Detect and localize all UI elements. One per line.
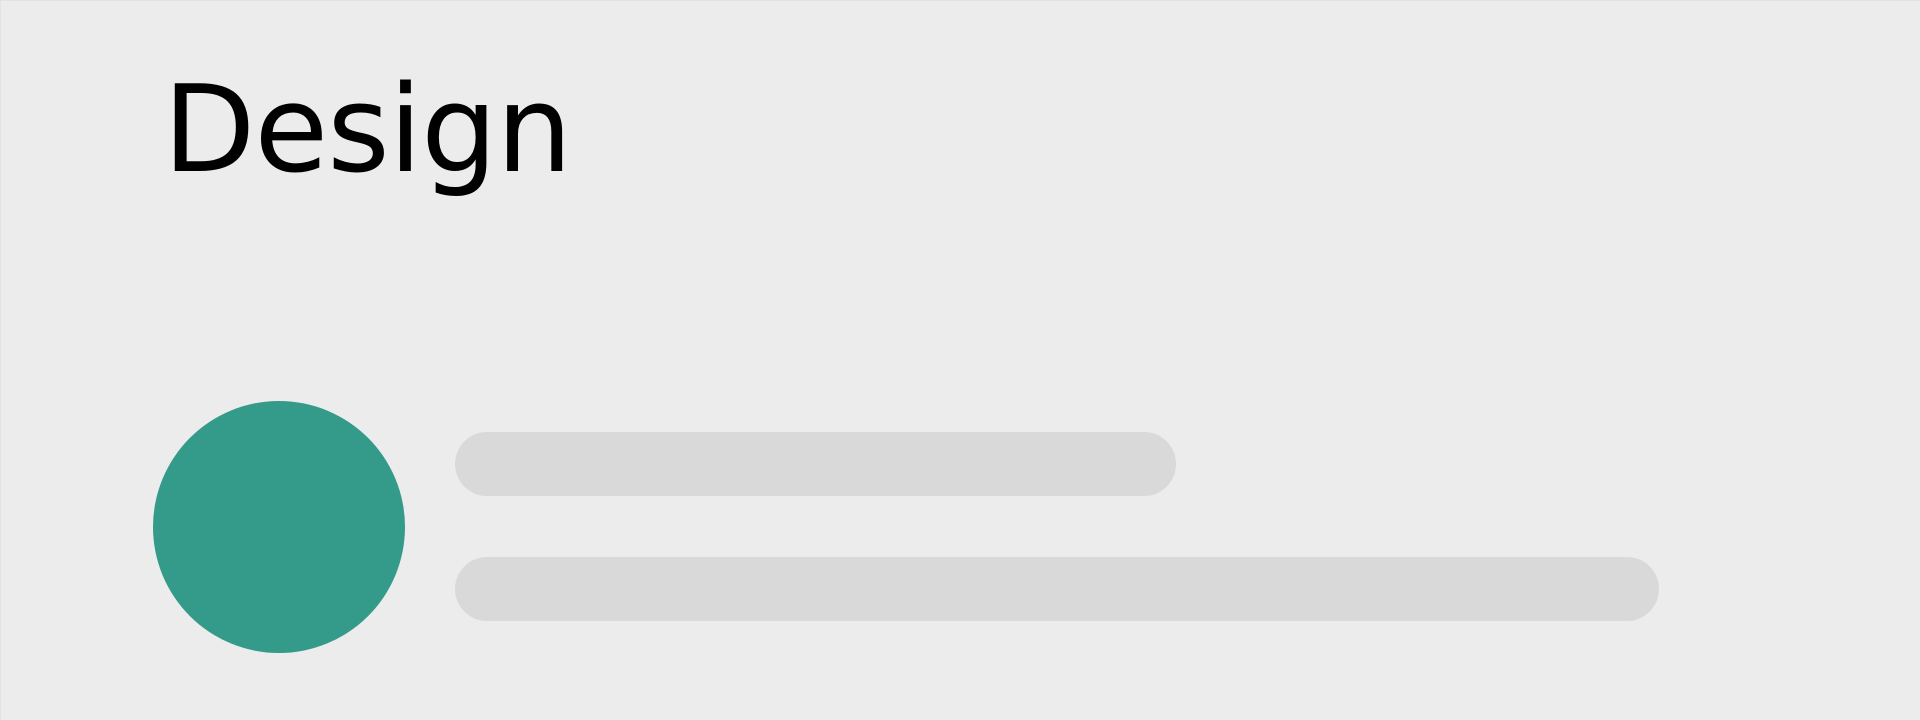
skeleton-line-long [455, 557, 1659, 621]
avatar [153, 401, 405, 653]
skeleton-line-short [455, 432, 1176, 496]
page-title: Design [163, 61, 572, 200]
